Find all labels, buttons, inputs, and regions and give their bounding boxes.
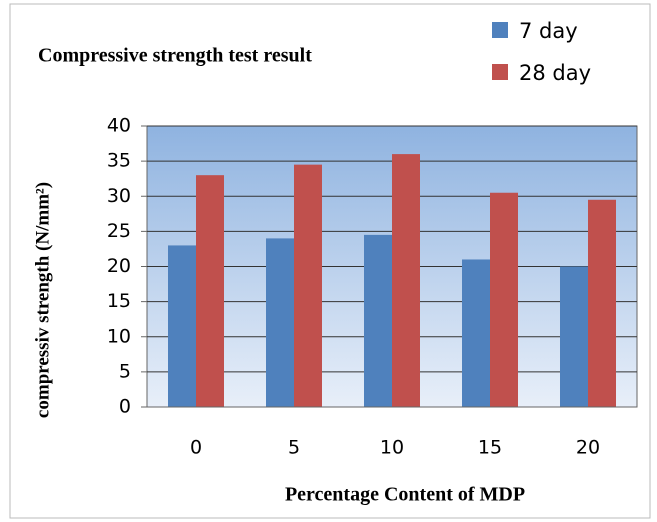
bar (168, 245, 196, 407)
bar (588, 199, 616, 407)
y-tick-label: 35 (107, 150, 131, 172)
y-tick-label: 40 (107, 115, 131, 137)
x-tick-label: 15 (478, 437, 502, 459)
legend-swatch (492, 22, 508, 38)
y-tick-label: 30 (107, 185, 131, 207)
y-tick-label: 20 (107, 255, 131, 277)
bar (294, 164, 322, 407)
x-axis-title: Percentage Content of MDP (285, 484, 525, 506)
x-tick-label: 10 (380, 437, 404, 459)
y-axis-title: compressiv strength (N/mm²) (32, 182, 53, 418)
x-tick-label: 0 (190, 437, 202, 459)
y-tick-label: 25 (107, 220, 131, 242)
bar (266, 238, 294, 407)
legend-label: 7 day (519, 19, 578, 43)
bar (490, 192, 518, 407)
y-tick-label: 5 (119, 360, 131, 382)
legend-swatch (492, 64, 508, 80)
chart-title: Compressive strength test result (38, 45, 312, 67)
y-tick-label: 0 (119, 396, 131, 418)
x-tick-label: 5 (288, 437, 300, 459)
legend-label: 28 day (519, 61, 591, 85)
bar (196, 175, 224, 407)
bar (392, 154, 420, 407)
bar (462, 259, 490, 407)
y-tick-label: 15 (107, 290, 131, 312)
y-tick-label: 10 (107, 325, 131, 347)
bar (560, 266, 588, 407)
x-tick-label: 20 (576, 437, 600, 459)
bar (364, 234, 392, 407)
